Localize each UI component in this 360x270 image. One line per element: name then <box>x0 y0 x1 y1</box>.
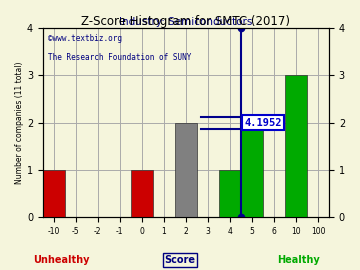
Bar <box>241 123 263 217</box>
Bar <box>219 170 241 217</box>
Text: The Research Foundation of SUNY: The Research Foundation of SUNY <box>49 53 192 62</box>
Bar <box>175 123 197 217</box>
Bar <box>43 170 65 217</box>
Y-axis label: Number of companies (11 total): Number of companies (11 total) <box>15 62 24 184</box>
Text: Score: Score <box>165 255 195 265</box>
Text: Healthy: Healthy <box>278 255 320 265</box>
Text: 4.1952: 4.1952 <box>244 118 282 128</box>
Text: Industry: Semiconductors: Industry: Semiconductors <box>119 17 253 27</box>
Bar <box>131 170 153 217</box>
Title: Z-Score Histogram for SMTC (2017): Z-Score Histogram for SMTC (2017) <box>81 15 291 28</box>
Text: Unhealthy: Unhealthy <box>33 255 89 265</box>
Bar <box>285 75 307 217</box>
Text: ©www.textbiz.org: ©www.textbiz.org <box>49 34 122 43</box>
